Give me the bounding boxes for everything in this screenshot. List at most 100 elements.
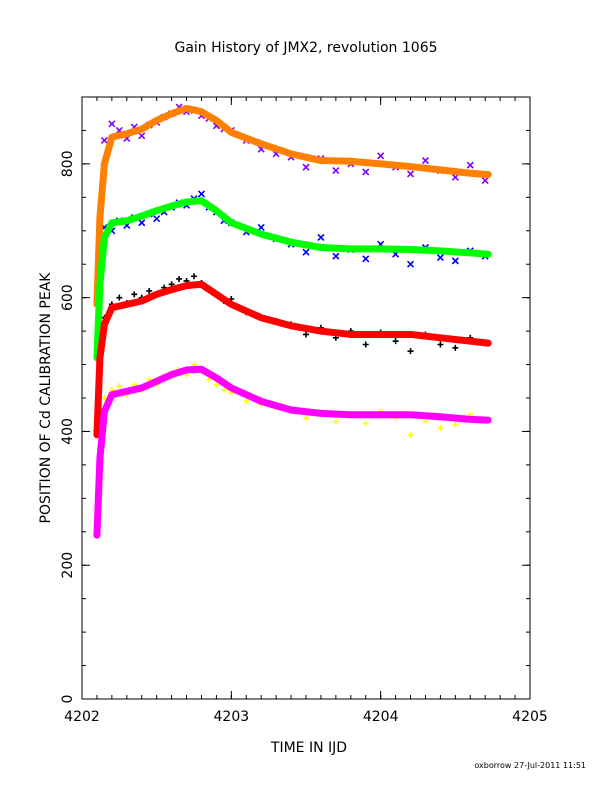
data-point [168,286,175,293]
data-point [183,282,190,289]
data-point [228,384,235,392]
data-point [198,281,205,288]
y-tick-label: 200 [60,552,76,579]
data-point [101,395,108,401]
data-point [138,297,145,305]
data-point [347,411,354,418]
data-point [407,331,414,338]
data-point [484,171,492,178]
data-point [332,167,340,175]
data-point [467,416,474,423]
data-point [93,531,101,539]
data-point [258,398,265,405]
data-point [243,398,250,405]
series [93,104,492,308]
data-point [213,374,220,382]
data-point [96,281,104,288]
data-point [317,410,325,417]
data-point [138,219,146,227]
data-point [332,252,340,260]
data-point [116,294,123,301]
data-point [347,331,354,338]
data-point [123,130,130,137]
x-tick-label: 4204 [363,709,399,725]
data-point [437,413,444,420]
data-point [407,411,414,418]
data-point [213,117,220,124]
data-point [317,244,325,251]
plot-frame [81,96,531,700]
data-point [303,415,309,422]
x-tick-label: 4203 [214,709,250,725]
data-point [101,234,108,241]
data-point [287,322,295,329]
x-tick-label: 4202 [64,709,100,725]
data-point [347,245,354,253]
data-point [258,140,265,148]
data-point [96,455,104,462]
data-point [108,391,116,398]
data-point [176,275,183,282]
data-point [287,150,295,158]
data-point [96,214,104,221]
data-point [96,354,104,362]
data-point [437,425,444,432]
data-point [168,110,175,117]
data-point [407,163,414,170]
data-point [466,161,474,169]
data-point [153,215,161,223]
x-tick-label: 4205 [512,709,548,725]
chart-title: Gain History of JMX2, revolution 1065 [174,40,437,56]
data-point [421,156,430,165]
data-point [422,418,429,425]
data-point [198,108,205,115]
data-point [407,431,414,438]
data-point [153,291,160,298]
data-point [303,331,309,338]
data-point [197,190,206,198]
data-point [347,158,354,165]
data-point [362,168,370,176]
data-point [287,238,295,246]
data-point [153,207,160,214]
series [93,197,492,362]
data-point [302,248,310,256]
data-point [484,339,492,347]
data-point [437,166,444,174]
data-point [228,129,235,136]
data-point [108,120,116,128]
data-point [484,250,492,258]
data-point [467,170,474,177]
data-point [213,291,220,298]
data-point [116,382,123,389]
data-point [452,421,459,428]
data-point [168,371,175,378]
data-point [138,132,146,140]
data-point [436,253,444,262]
data-point [406,260,415,268]
data-point [131,291,138,298]
data-point [101,408,108,415]
data-point [101,160,108,168]
data-point [406,170,415,178]
data-point [377,411,384,418]
series [101,273,489,355]
data-point [257,223,265,231]
data-point [407,246,414,253]
data-point [317,327,325,335]
footer-credit: oxborrow 27-Jul-2011 11:51 [474,761,586,770]
series [100,190,489,268]
x-axis-label: TIME IN IJD [270,740,347,756]
data-point [332,418,339,425]
y-tick-label: 800 [60,151,76,178]
data-point [451,257,459,265]
data-point [108,219,116,226]
data-point [377,160,384,168]
data-point [213,207,220,214]
data-point [138,384,145,392]
data-point [437,341,444,348]
series-layer [93,103,492,539]
series [93,280,492,439]
data-point [123,388,130,395]
